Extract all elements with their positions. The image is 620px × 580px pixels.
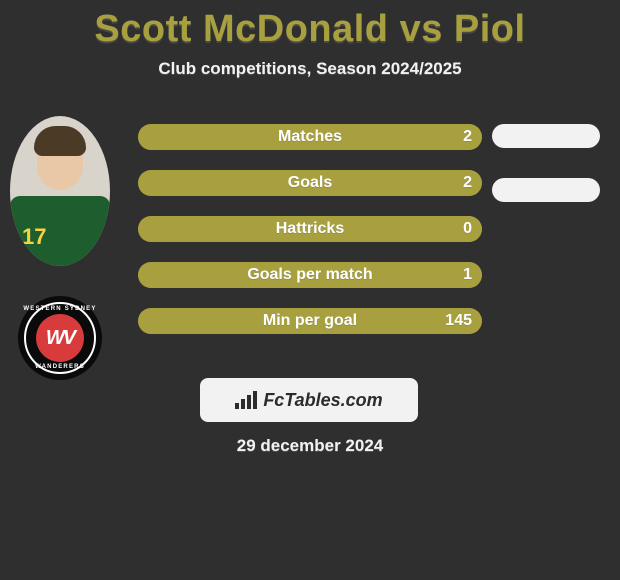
stat-value: 1	[463, 262, 472, 288]
date-text: 29 december 2024	[0, 436, 620, 456]
stat-label: Hattricks	[138, 216, 482, 242]
stat-label: Goals per match	[138, 262, 482, 288]
stat-row: Goals per match1	[138, 262, 482, 288]
stat-row: Hattricks0	[138, 216, 482, 242]
stats-list: Matches2Goals2Hattricks0Goals per match1…	[138, 124, 482, 334]
brand-text: FcTables.com	[263, 390, 382, 411]
bar-chart-icon	[235, 391, 257, 409]
stat-label: Min per goal	[138, 308, 482, 334]
stat-label: Goals	[138, 170, 482, 196]
stat-row: Matches2	[138, 124, 482, 150]
page-title: Scott McDonald vs Piol	[0, 0, 620, 51]
club-badge-bottom-text: WANDERERS	[35, 364, 85, 370]
stat-value: 2	[463, 124, 472, 150]
comparison-pill	[492, 124, 600, 148]
club-badge: WESTERN SYDNEY WV WANDERERS	[18, 296, 102, 380]
right-pills	[492, 124, 600, 202]
left-column: 17 WESTERN SYDNEY WV WANDERERS	[10, 116, 110, 380]
stat-row: Goals2	[138, 170, 482, 196]
stat-value: 0	[463, 216, 472, 242]
player-photo: 17	[10, 116, 110, 266]
stat-value: 145	[445, 308, 472, 334]
jersey-number: 17	[22, 224, 46, 250]
comparison-pill	[492, 178, 600, 202]
club-badge-top-text: WESTERN SYDNEY	[23, 306, 96, 312]
brand-badge: FcTables.com	[200, 378, 418, 422]
stat-label: Matches	[138, 124, 482, 150]
stat-row: Min per goal145	[138, 308, 482, 334]
page-subtitle: Club competitions, Season 2024/2025	[0, 59, 620, 79]
stat-value: 2	[463, 170, 472, 196]
